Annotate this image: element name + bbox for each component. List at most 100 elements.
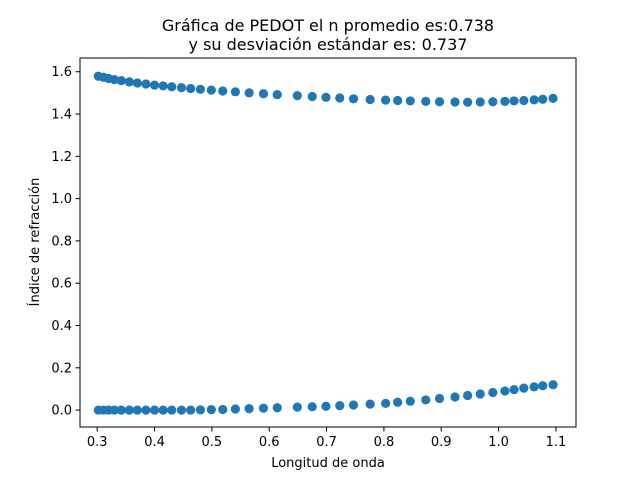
data-point (124, 77, 134, 87)
data-point (186, 405, 196, 415)
data-point (132, 405, 142, 415)
data-point (149, 80, 160, 90)
data-point (176, 83, 187, 93)
data-point (538, 94, 548, 104)
data-point (421, 395, 431, 405)
data-point (195, 405, 206, 415)
data-point (463, 390, 473, 401)
data-point (519, 383, 529, 393)
data-point (272, 403, 282, 413)
data-point (348, 94, 359, 104)
data-point (381, 95, 391, 105)
x-tick-label: 0.5 (202, 435, 223, 450)
data-point (335, 93, 345, 103)
axes-frame (79, 57, 577, 428)
data-point (509, 96, 519, 106)
data-point (321, 401, 331, 411)
data-point (244, 88, 254, 98)
x-tick-label: 0.9 (431, 435, 452, 450)
data-point (109, 74, 120, 85)
x-tick-label: 1.1 (546, 435, 567, 450)
y-tick-label: 0.6 (51, 277, 72, 292)
data-point (405, 96, 415, 106)
data-point (132, 78, 142, 88)
data-point (509, 384, 519, 395)
data-point (158, 81, 168, 91)
data-point (321, 92, 331, 102)
data-point (116, 405, 126, 415)
data-point (488, 387, 498, 398)
data-point (519, 95, 529, 106)
data-point (381, 398, 391, 408)
data-point (244, 404, 254, 414)
data-point (450, 97, 460, 107)
data-point (141, 405, 151, 415)
data-point (335, 401, 345, 411)
chart-title: Gráfica de PEDOT el n promedio es:0.738 (162, 16, 494, 35)
data-point (434, 393, 445, 404)
data-point (393, 397, 403, 407)
data-point (158, 405, 168, 415)
data-point (463, 97, 473, 107)
data-point (176, 405, 187, 415)
data-point (258, 403, 269, 413)
data-point (292, 91, 302, 101)
x-tick-label: 1.0 (488, 435, 509, 450)
x-tick-label: 0.4 (144, 435, 165, 450)
y-tick-label: 1.2 (51, 150, 72, 165)
data-point (538, 381, 548, 391)
data-point (195, 84, 206, 94)
data-point (434, 97, 445, 107)
data-point (116, 76, 126, 86)
data-point (149, 405, 160, 415)
data-point (529, 382, 539, 392)
data-point (421, 96, 431, 106)
data-point (206, 405, 216, 415)
data-point (307, 402, 317, 412)
data-point (393, 95, 403, 106)
data-point (186, 83, 196, 94)
data-point (167, 82, 177, 92)
data-point (272, 89, 282, 100)
y-tick-label: 0.4 (51, 319, 72, 334)
x-tick-label: 0.8 (374, 435, 395, 450)
data-point (109, 405, 120, 415)
x-tick-label: 0.6 (259, 435, 280, 450)
data-point (548, 380, 558, 390)
data-point (475, 97, 485, 107)
plot-area: 0.3 0.4 0.5 0.6 0.7 0.8 0.9 1.0 1.1 0.0 0.2 0.4 0.6 0… (51, 57, 577, 450)
data-point (488, 97, 498, 107)
y-axis-label: Índice de refracción (27, 178, 43, 307)
data-point (141, 79, 151, 89)
data-point (230, 404, 240, 414)
data-point (218, 404, 228, 415)
data-point (218, 86, 228, 96)
data-point (548, 93, 558, 103)
data-point (167, 405, 177, 415)
y-tick-label: 1.4 (51, 108, 72, 123)
data-point (405, 396, 415, 406)
y-tick-label: 0.2 (51, 361, 72, 376)
data-point (307, 91, 317, 102)
x-tick-label: 0.3 (87, 435, 108, 450)
y-tick-label: 0.0 (51, 404, 72, 419)
data-point (292, 402, 302, 412)
y-tick-label: 0.8 (51, 234, 72, 249)
data-point (365, 399, 375, 409)
data-point (475, 389, 485, 399)
data-point (365, 94, 375, 105)
data-point (258, 89, 269, 99)
data-point (230, 87, 240, 97)
data-point (124, 405, 134, 415)
x-tick-label: 0.7 (316, 435, 337, 450)
data-point (348, 400, 359, 410)
x-axis-label: Longitud de onda (271, 456, 385, 471)
data-point (500, 386, 510, 396)
data-point (206, 85, 216, 95)
chart-subtitle: y su desviación estándar es: 0.737 (189, 35, 468, 54)
y-tick-label: 1.6 (51, 65, 72, 80)
data-point (500, 96, 510, 106)
y-tick-label: 1.0 (51, 192, 72, 207)
